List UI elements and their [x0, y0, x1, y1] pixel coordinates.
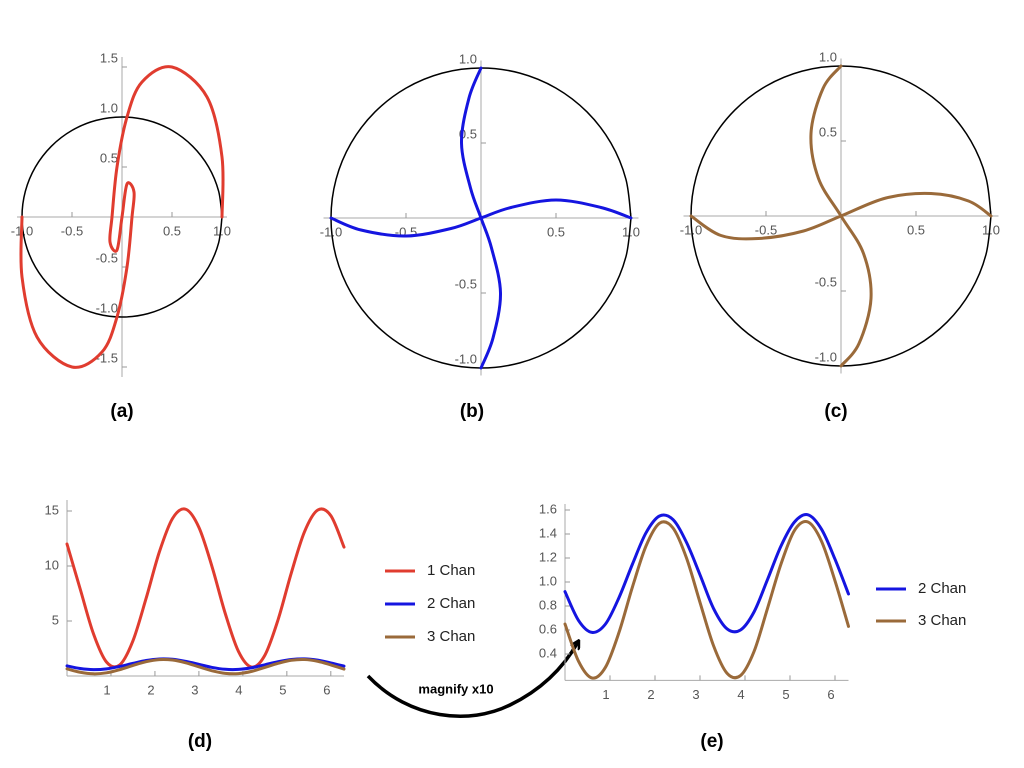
y-tick-label: 1.5: [100, 50, 118, 65]
y-tick-label: 0.6: [539, 621, 557, 636]
y-tick-label: 0.4: [539, 645, 557, 660]
y-tick-label: 5: [52, 612, 59, 627]
x-tick-label: 0.5: [907, 222, 925, 237]
x-tick-label: 5: [279, 682, 286, 697]
x-tick-label: 0.5: [547, 224, 565, 239]
magnify-arrow: [366, 642, 578, 718]
y-tick-label: -1.0: [455, 351, 477, 366]
x-tick-label: 1.0: [213, 223, 231, 238]
x-tick-label: 0.5: [163, 223, 181, 238]
series-line: [65, 507, 346, 669]
y-tick-label: 1.0: [539, 573, 557, 588]
y-tick-label: 1.6: [539, 501, 557, 516]
x-tick-label: 1.0: [622, 224, 640, 239]
y-tick-label: 1.2: [539, 549, 557, 564]
x-tick-label: 2: [147, 682, 154, 697]
y-tick-label: 10: [45, 557, 59, 572]
series-line: [65, 657, 346, 676]
series-line: [689, 64, 993, 368]
y-tick-label: 0.5: [100, 150, 118, 165]
x-tick-label: 3: [692, 687, 699, 702]
x-tick-label: 6: [827, 687, 834, 702]
y-tick-label: 1.0: [100, 100, 118, 115]
y-tick-label: -0.5: [96, 250, 118, 265]
x-tick-label: 1: [103, 682, 110, 697]
x-tick-label: 5: [782, 687, 789, 702]
series-line: [563, 520, 850, 680]
x-tick-label: -0.5: [755, 222, 777, 237]
y-tick-label: 15: [45, 502, 59, 517]
caption: (c): [824, 401, 847, 422]
x-tick-label: 3: [191, 682, 198, 697]
caption: (d): [188, 731, 212, 752]
y-tick-label: 1.0: [459, 51, 477, 66]
x-tick-label: 1: [602, 687, 609, 702]
caption: (b): [460, 401, 484, 422]
legend-label: 1 Chan: [427, 562, 475, 579]
caption: (e): [700, 731, 723, 752]
series-line: [19, 65, 225, 369]
caption: (a): [110, 401, 133, 422]
x-tick-label: 6: [323, 682, 330, 697]
y-tick-label: 1.4: [539, 525, 557, 540]
legend-label: 2 Chan: [427, 595, 475, 612]
y-tick-label: -1.5: [96, 350, 118, 365]
y-tick-label: -0.5: [815, 274, 837, 289]
legend-label: 3 Chan: [918, 612, 966, 629]
x-tick-label: 2: [647, 687, 654, 702]
x-tick-label: -0.5: [61, 223, 83, 238]
y-tick-label: -1.0: [815, 349, 837, 364]
annotation: magnify x10: [418, 681, 493, 696]
series-line: [563, 513, 850, 634]
y-tick-label: 1.0: [819, 49, 837, 64]
legend-label: 3 Chan: [427, 628, 475, 645]
x-tick-label: 4: [737, 687, 744, 702]
y-tick-label: -0.5: [455, 276, 477, 291]
y-tick-label: 0.8: [539, 597, 557, 612]
x-tick-label: 4: [235, 682, 242, 697]
legend-label: 2 Chan: [918, 580, 966, 597]
y-tick-label: 0.5: [819, 124, 837, 139]
x-tick-label: 1.0: [982, 222, 1000, 237]
series-line: [329, 66, 633, 370]
y-tick-label: -1.0: [96, 300, 118, 315]
